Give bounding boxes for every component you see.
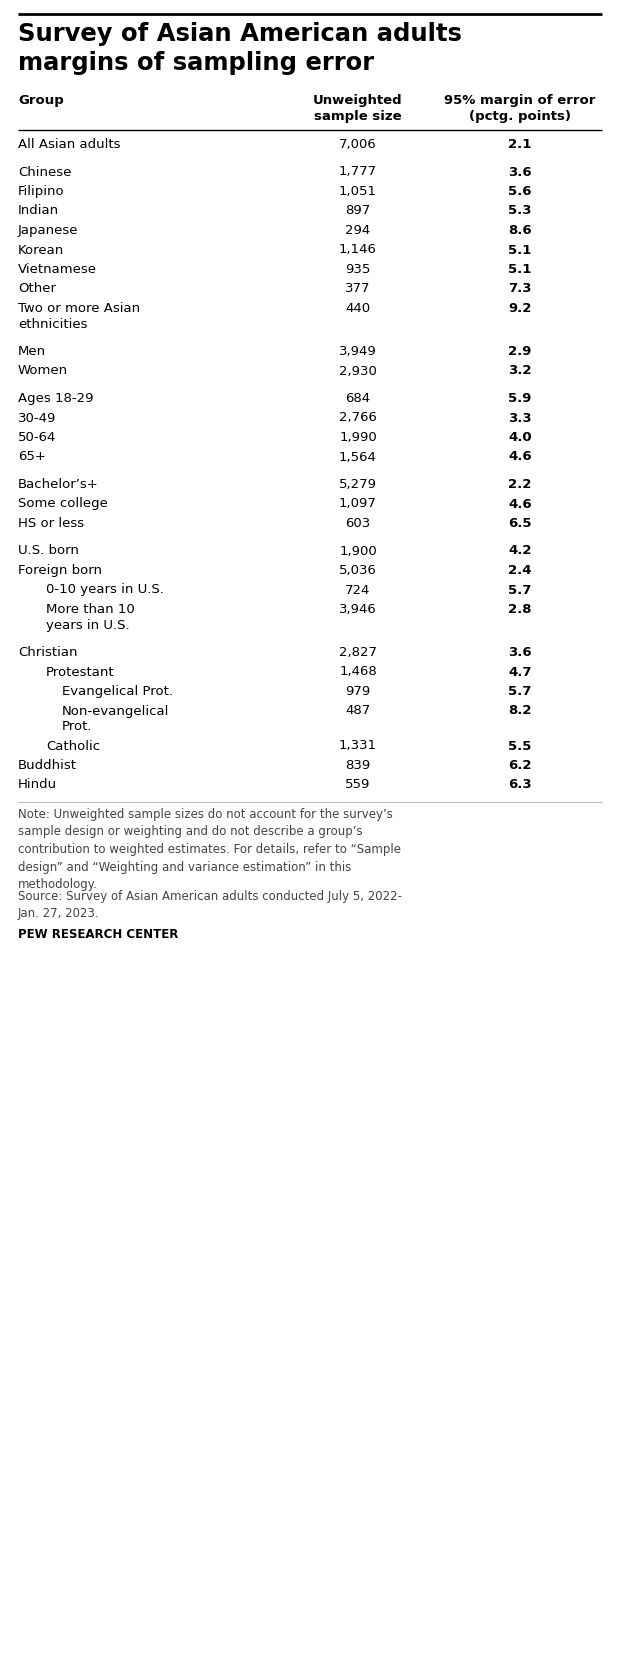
Text: 1,331: 1,331: [339, 739, 377, 753]
Text: 724: 724: [345, 584, 371, 597]
Text: 65+: 65+: [18, 450, 46, 463]
Text: 4.6: 4.6: [508, 498, 532, 511]
Text: 2.4: 2.4: [508, 564, 532, 577]
Text: 3.6: 3.6: [508, 165, 532, 179]
Text: 5,279: 5,279: [339, 478, 377, 491]
Text: 5.6: 5.6: [508, 185, 532, 198]
Text: Other: Other: [18, 283, 56, 296]
Text: U.S. born: U.S. born: [18, 544, 79, 557]
Text: Two or more Asian
ethnicities: Two or more Asian ethnicities: [18, 303, 140, 331]
Text: 30-49: 30-49: [18, 412, 56, 425]
Text: Foreign born: Foreign born: [18, 564, 102, 577]
Text: Japanese: Japanese: [18, 223, 79, 237]
Text: 5.9: 5.9: [508, 392, 532, 405]
Text: 2.1: 2.1: [508, 137, 532, 151]
Text: Note: Unweighted sample sizes do not account for the survey’s
sample design or w: Note: Unweighted sample sizes do not acc…: [18, 809, 401, 892]
Text: 935: 935: [345, 263, 371, 276]
Text: 3.3: 3.3: [508, 412, 532, 425]
Text: 3,949: 3,949: [339, 346, 377, 357]
Text: 3.6: 3.6: [508, 647, 532, 658]
Text: 5.1: 5.1: [508, 263, 532, 276]
Text: 6.3: 6.3: [508, 779, 532, 792]
Text: PEW RESEARCH CENTER: PEW RESEARCH CENTER: [18, 928, 179, 941]
Text: 1,468: 1,468: [339, 665, 377, 678]
Text: Source: Survey of Asian American adults conducted July 5, 2022-
Jan. 27, 2023.: Source: Survey of Asian American adults …: [18, 890, 402, 921]
Text: 2.8: 2.8: [508, 604, 532, 615]
Text: 5.7: 5.7: [508, 584, 532, 597]
Text: 3,946: 3,946: [339, 604, 377, 615]
Text: 5.5: 5.5: [508, 739, 532, 753]
Text: 1,900: 1,900: [339, 544, 377, 557]
Text: 559: 559: [345, 779, 371, 792]
Text: Evangelical Prot.: Evangelical Prot.: [62, 685, 173, 698]
Text: 5.7: 5.7: [508, 685, 532, 698]
Text: 603: 603: [345, 518, 371, 529]
Text: Vietnamese: Vietnamese: [18, 263, 97, 276]
Text: 2,930: 2,930: [339, 364, 377, 377]
Text: Indian: Indian: [18, 205, 59, 217]
Text: Some college: Some college: [18, 498, 108, 511]
Text: 8.2: 8.2: [508, 705, 532, 718]
Text: 95% margin of error
(pctg. points): 95% margin of error (pctg. points): [445, 94, 596, 122]
Text: Non-evangelical
Prot.: Non-evangelical Prot.: [62, 705, 169, 733]
Text: Protestant: Protestant: [46, 665, 115, 678]
Text: 4.6: 4.6: [508, 450, 532, 463]
Text: Catholic: Catholic: [46, 739, 100, 753]
Text: 4.0: 4.0: [508, 432, 532, 443]
Text: 684: 684: [345, 392, 371, 405]
Text: All Asian adults: All Asian adults: [18, 137, 120, 151]
Text: HS or less: HS or less: [18, 518, 84, 529]
Text: 839: 839: [345, 759, 371, 772]
Text: 7,006: 7,006: [339, 137, 377, 151]
Text: Bachelor’s+: Bachelor’s+: [18, 478, 99, 491]
Text: 487: 487: [345, 705, 371, 718]
Text: 377: 377: [345, 283, 371, 296]
Text: 0-10 years in U.S.: 0-10 years in U.S.: [46, 584, 164, 597]
Text: 2,827: 2,827: [339, 647, 377, 658]
Text: More than 10
years in U.S.: More than 10 years in U.S.: [46, 604, 135, 632]
Text: 2,766: 2,766: [339, 412, 377, 425]
Text: 979: 979: [345, 685, 371, 698]
Text: Christian: Christian: [18, 647, 78, 658]
Text: 6.5: 6.5: [508, 518, 532, 529]
Text: 1,564: 1,564: [339, 450, 377, 463]
Text: Ages 18-29: Ages 18-29: [18, 392, 94, 405]
Text: 3.2: 3.2: [508, 364, 532, 377]
Text: 50-64: 50-64: [18, 432, 56, 443]
Text: Women: Women: [18, 364, 68, 377]
Text: 440: 440: [345, 303, 371, 314]
Text: 2.9: 2.9: [508, 346, 532, 357]
Text: Survey of Asian American adults
margins of sampling error: Survey of Asian American adults margins …: [18, 22, 462, 74]
Text: 5.1: 5.1: [508, 243, 532, 256]
Text: 294: 294: [345, 223, 371, 237]
Text: 4.2: 4.2: [508, 544, 532, 557]
Text: 7.3: 7.3: [508, 283, 532, 296]
Text: 1,146: 1,146: [339, 243, 377, 256]
Text: 1,097: 1,097: [339, 498, 377, 511]
Text: Hindu: Hindu: [18, 779, 57, 792]
Text: 5,036: 5,036: [339, 564, 377, 577]
Text: 1,990: 1,990: [339, 432, 377, 443]
Text: Buddhist: Buddhist: [18, 759, 77, 772]
Text: Filipino: Filipino: [18, 185, 64, 198]
Text: 1,051: 1,051: [339, 185, 377, 198]
Text: Unweighted
sample size: Unweighted sample size: [313, 94, 403, 122]
Text: 8.6: 8.6: [508, 223, 532, 237]
Text: Men: Men: [18, 346, 46, 357]
Text: 2.2: 2.2: [508, 478, 532, 491]
Text: Group: Group: [18, 94, 64, 108]
Text: 1,777: 1,777: [339, 165, 377, 179]
Text: 9.2: 9.2: [508, 303, 532, 314]
Text: Chinese: Chinese: [18, 165, 71, 179]
Text: 897: 897: [345, 205, 371, 217]
Text: 4.7: 4.7: [508, 665, 532, 678]
Text: Korean: Korean: [18, 243, 64, 256]
Text: 6.2: 6.2: [508, 759, 532, 772]
Text: 5.3: 5.3: [508, 205, 532, 217]
